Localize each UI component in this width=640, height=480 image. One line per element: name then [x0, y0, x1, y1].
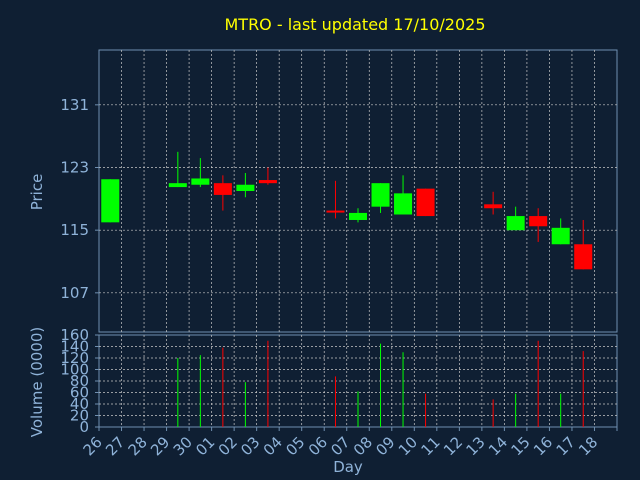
price-axis-label: Price [28, 174, 46, 211]
volume-tick-label: 0 [79, 418, 89, 436]
candle-body [529, 216, 548, 227]
volume-tick-label: 80 [70, 372, 89, 390]
price-tick-label: 107 [60, 284, 89, 302]
candle-body [326, 210, 345, 213]
volume-tick-label: 160 [60, 326, 89, 344]
candle-body [168, 183, 187, 188]
price-plot-area [98, 49, 618, 333]
candle-body [258, 180, 277, 184]
volume-tick-label: 120 [60, 349, 89, 367]
candle-body [213, 183, 232, 195]
candle-body [551, 227, 570, 245]
volume-tick-label: 40 [70, 395, 89, 413]
price-panel: 107 115 123 131 [60, 49, 618, 333]
price-tick-label: 131 [60, 96, 89, 114]
volume-axis-label: Volume (0000) [28, 327, 46, 437]
volume-tick-label: 60 [70, 384, 89, 402]
candle-body [416, 188, 435, 217]
price-tick-label: 115 [60, 221, 89, 239]
candle-body [348, 212, 368, 220]
candle-body [101, 179, 120, 223]
candle-body [394, 193, 413, 215]
price-tick-label: 123 [60, 159, 89, 177]
candle-body [191, 178, 210, 185]
x-axis-label: Day [333, 458, 363, 476]
volume-tick-label: 100 [60, 361, 89, 379]
candle-body [371, 183, 390, 207]
volume-tick-label: 140 [60, 338, 89, 356]
volume-tick-label: 20 [70, 407, 89, 425]
candle-body [506, 216, 525, 231]
chart-title: MTRO - last updated 17/10/2025 [224, 15, 485, 34]
candle-body [574, 244, 593, 270]
candle-body [484, 204, 503, 209]
candle-body [236, 184, 255, 191]
